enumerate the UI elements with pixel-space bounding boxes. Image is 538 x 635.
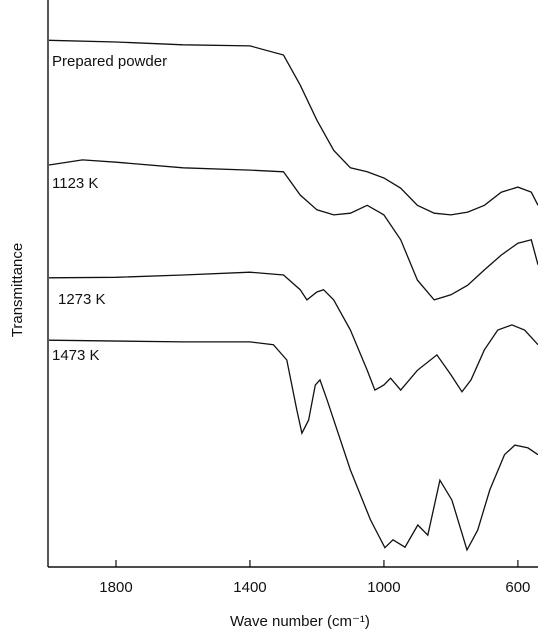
series-label: 1123 K [52, 175, 98, 192]
x-tick-label: 1400 [233, 579, 266, 596]
spectrum-line [48, 339, 538, 552]
x-tick-label: 1000 [367, 579, 400, 596]
spectrum-line [48, 39, 538, 216]
series-label: Prepared powder [52, 53, 167, 70]
series-label: 1273 K [58, 291, 106, 308]
spectrum-line [48, 271, 538, 393]
x-tick-label: 600 [505, 579, 530, 596]
spectrum-line [48, 159, 538, 301]
y-axis-label: Transmittance [9, 243, 26, 337]
x-axis-label: Wave number (cm⁻¹) [230, 613, 370, 630]
series-label: 1473 K [52, 347, 100, 364]
x-tick-label: 1800 [99, 579, 132, 596]
